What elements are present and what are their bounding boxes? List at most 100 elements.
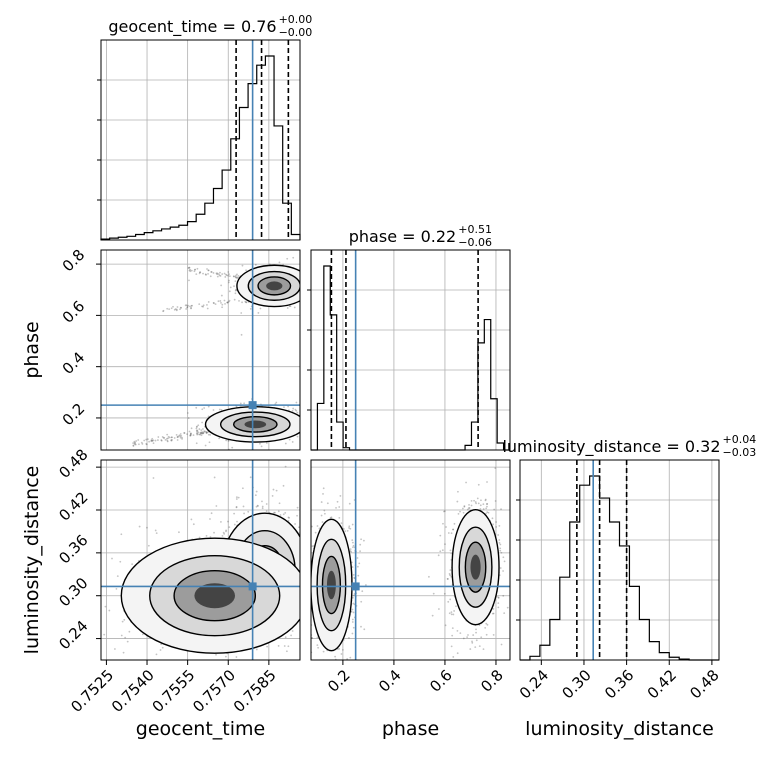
- sample-point: [195, 273, 198, 276]
- sample-point: [174, 308, 177, 310]
- sample-point: [163, 437, 166, 439]
- sample-point: [199, 271, 202, 274]
- sample-point: [301, 270, 303, 272]
- sample-point: [506, 606, 509, 609]
- sample-point: [226, 301, 229, 304]
- sample-point: [206, 304, 208, 306]
- sample-point: [493, 508, 496, 511]
- contour-level-3: [470, 554, 481, 580]
- sample-point: [303, 626, 305, 628]
- sample-point: [351, 566, 354, 568]
- sample-point: [234, 280, 237, 283]
- sample-point: [457, 490, 459, 493]
- sample-point: [224, 302, 226, 305]
- sample-point: [160, 439, 163, 441]
- sample-point: [244, 300, 247, 303]
- sample-point: [214, 303, 217, 305]
- sample-point: [295, 662, 297, 664]
- sample-point: [116, 575, 119, 578]
- sample-point: [304, 277, 306, 279]
- sample-point: [209, 434, 212, 436]
- sample-point: [308, 542, 310, 544]
- sample-point: [360, 625, 362, 628]
- ytick-label-luminosity_distance: 0.48: [55, 445, 91, 481]
- sample-point: [308, 600, 310, 602]
- sample-point: [234, 276, 237, 279]
- ytick-label-luminosity_distance: 0.24: [55, 617, 91, 653]
- sample-point: [185, 308, 188, 310]
- sample-point: [480, 636, 483, 639]
- sample-point: [307, 612, 309, 614]
- sample-point: [308, 568, 310, 570]
- sample-point: [498, 541, 501, 544]
- sample-point: [194, 268, 197, 271]
- sample-point: [348, 637, 350, 639]
- sample-point: [205, 432, 208, 435]
- sample-point: [346, 658, 349, 660]
- sample-point: [340, 695, 342, 697]
- sample-point: [303, 431, 305, 433]
- sample-point: [484, 499, 487, 502]
- sample-point: [141, 443, 144, 445]
- sample-point: [205, 431, 208, 434]
- sample-point: [138, 443, 140, 446]
- sample-point: [86, 615, 88, 617]
- sample-point: [274, 511, 276, 514]
- sample-point: [352, 626, 355, 629]
- sample-point: [497, 534, 500, 536]
- sample-point: [275, 401, 278, 404]
- sample-point: [195, 406, 198, 409]
- sample-point: [305, 444, 307, 446]
- sample-point: [227, 440, 230, 442]
- sample-point: [356, 565, 359, 568]
- sample-point: [304, 551, 306, 553]
- sample-point: [307, 534, 309, 536]
- sample-point: [179, 306, 182, 309]
- sample-point: [228, 275, 231, 277]
- sample-point: [178, 434, 181, 437]
- sample-point: [470, 504, 473, 507]
- sample-point: [151, 440, 154, 442]
- sample-point: [503, 560, 506, 563]
- sample-point: [124, 636, 127, 639]
- sample-point: [210, 512, 213, 515]
- sample-point: [198, 433, 200, 436]
- sample-point: [237, 496, 240, 499]
- sample-point: [498, 524, 501, 527]
- sample-point: [199, 431, 202, 434]
- sample-point: [155, 653, 158, 656]
- sample-point: [449, 598, 452, 601]
- sample-point: [324, 422, 326, 424]
- sample-point: [285, 650, 288, 653]
- sample-point: [186, 433, 188, 436]
- sample-point: [278, 261, 281, 264]
- sample-point: [202, 272, 204, 275]
- sample-point: [207, 433, 210, 436]
- sample-point: [239, 402, 242, 405]
- sample-point: [178, 531, 180, 534]
- sample-point: [236, 277, 238, 279]
- sample-point: [240, 333, 243, 336]
- sample-point: [305, 535, 307, 537]
- sample-point: [212, 272, 215, 274]
- sample-point: [219, 300, 222, 302]
- sample-point: [478, 645, 481, 648]
- sample-point: [212, 301, 215, 304]
- sample-point: [151, 437, 154, 440]
- sample-point: [365, 584, 367, 586]
- sample-point: [166, 433, 169, 436]
- sample-point: [317, 668, 319, 670]
- contour-level-3: [244, 420, 267, 429]
- sample-point: [500, 508, 502, 511]
- sample-point: [457, 512, 460, 515]
- sample-point: [446, 578, 449, 580]
- xtick-label-phase: 0.8: [477, 666, 507, 696]
- sample-point: [322, 493, 324, 495]
- sample-point: [128, 630, 131, 633]
- sample-point: [352, 573, 355, 576]
- sample-point: [307, 560, 309, 562]
- scatter-panel-geocent_time-luminosity_distance: [86, 459, 342, 697]
- sample-point: [305, 268, 307, 270]
- sample-point: [307, 496, 309, 498]
- sample-point: [301, 562, 303, 564]
